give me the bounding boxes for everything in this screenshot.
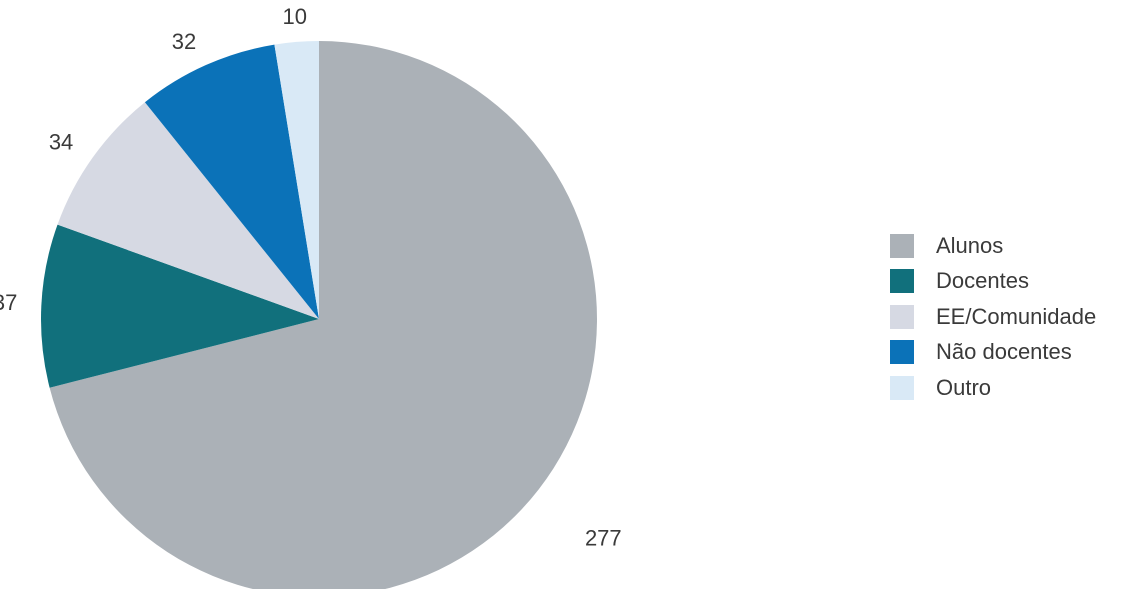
legend-swatch-ee-comunidade	[890, 304, 914, 329]
pie-data-labels: 277 37 34 32 10	[0, 4, 622, 551]
legend-label-ee-comunidade: EE/Comunidade	[936, 303, 1097, 329]
legend-item-docentes: Docentes	[890, 264, 1140, 300]
legend-swatch-outro	[890, 375, 914, 400]
data-label-nao-docentes: 32	[172, 29, 196, 54]
legend-swatch-docentes	[890, 269, 914, 294]
data-label-alunos: 277	[585, 526, 622, 551]
legend-label-alunos: Alunos	[936, 232, 1004, 258]
pie-slice-nao-docentes	[144, 44, 319, 319]
pie-slice-docentes	[40, 224, 320, 388]
data-label-docentes: 37	[0, 290, 17, 315]
data-label-outro: 10	[282, 4, 306, 29]
legend-label-nao-docentes: Não docentes	[936, 339, 1072, 365]
legend-item-ee-comunidade: EE/Comunidade	[890, 299, 1140, 335]
legend-item-alunos: Alunos	[890, 228, 1140, 264]
pie-slice-alunos	[49, 41, 597, 589]
pie-slices	[40, 41, 597, 589]
pie-slice-ee-comunidade	[57, 102, 319, 319]
data-label-ee-comunidade: 34	[49, 129, 73, 154]
legend-label-docentes: Docentes	[936, 268, 1029, 294]
legend-item-outro: Outro	[890, 370, 1140, 406]
legend-item-nao-docentes: Não docentes	[890, 335, 1140, 371]
legend-label-outro: Outro	[936, 374, 992, 400]
legend-swatch-alunos	[890, 233, 914, 258]
chart-legend: Alunos Docentes EE/Comunidade Não docent…	[890, 228, 1140, 406]
pie-slice-outro	[274, 41, 319, 319]
legend-swatch-nao-docentes	[890, 340, 914, 365]
